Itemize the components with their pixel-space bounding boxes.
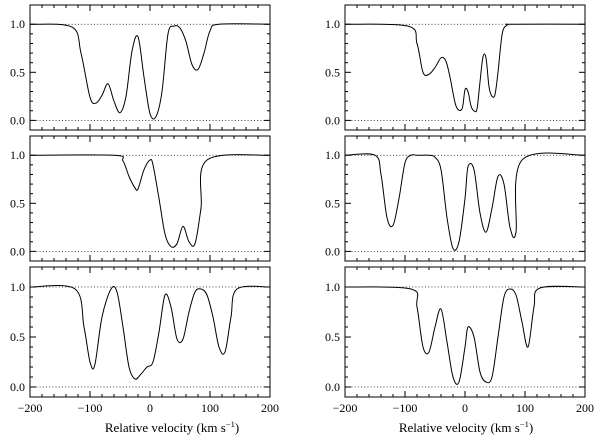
x-axis-label-close: ) xyxy=(235,420,239,435)
panel-grid: 0.0 0.5 1.0 0.0 0.5 1.0 0.0 0.5 1.0 −200 −100 0 100 2… xyxy=(10,4,594,415)
y-tick-label: 0.5 xyxy=(10,330,25,344)
y-tick-label: 1.0 xyxy=(10,17,25,31)
y-tick-label: 1.0 xyxy=(325,280,340,294)
y-tick-label: 0.5 xyxy=(325,330,340,344)
panel-right-top: 0.0 0.5 1.0 xyxy=(325,4,586,131)
panel-left-bottom: 0.0 0.5 1.0 −200 −100 0 100 200 xyxy=(10,266,279,415)
x-tick-label: 0 xyxy=(462,401,468,415)
y-tick-label: 0.0 xyxy=(325,380,340,394)
x-tick-label: −100 xyxy=(78,401,103,415)
profile-line xyxy=(29,285,271,380)
x-axis-label-superscript: −1 xyxy=(226,419,235,429)
x-tick-label: 0 xyxy=(147,401,153,415)
x-axis-label-superscript: −1 xyxy=(520,419,529,429)
y-tick-label: 1.0 xyxy=(10,280,25,294)
x-axis-label-main: Relative velocity (km s xyxy=(105,420,226,435)
x-axis-label-main: Relative velocity (km s xyxy=(399,420,520,435)
panel-left-top: 0.0 0.5 1.0 xyxy=(10,4,271,131)
x-tick-label: −100 xyxy=(393,401,418,415)
panel-right-middle: 0.0 0.5 1.0 xyxy=(325,135,586,262)
profile-line xyxy=(29,154,271,248)
profile-line xyxy=(29,23,271,120)
x-tick-label: −200 xyxy=(18,401,43,415)
y-tick-label: 0.5 xyxy=(325,65,340,79)
y-tick-label: 0.0 xyxy=(325,244,340,258)
x-tick-label: 200 xyxy=(261,401,279,415)
y-tick-label: 1.0 xyxy=(325,148,340,162)
profile-line xyxy=(344,152,586,251)
y-tick-label: 1.0 xyxy=(325,17,340,31)
profile-line xyxy=(344,285,586,385)
x-tick-label: 100 xyxy=(201,401,219,415)
x-axis-label-right: Relative velocity (km s−1) xyxy=(399,419,533,435)
x-tick-label: 200 xyxy=(576,401,594,415)
y-tick-label: 0.0 xyxy=(10,244,25,258)
x-tick-label: 100 xyxy=(516,401,534,415)
panel-right-bottom: 0.0 0.5 1.0 −200 −100 0 100 200 xyxy=(325,266,594,415)
y-tick-label: 1.0 xyxy=(10,148,25,162)
y-tick-label: 0.5 xyxy=(10,65,25,79)
y-tick-label: 0.5 xyxy=(10,196,25,210)
y-tick-label: 0.0 xyxy=(325,113,340,127)
x-axis-label-text: Relative velocity (km s−1) xyxy=(399,419,533,435)
x-axis-label-close: ) xyxy=(529,420,533,435)
y-tick-label: 0.0 xyxy=(10,113,25,127)
y-tick-label: 0.5 xyxy=(325,196,340,210)
profile-line xyxy=(344,23,586,113)
x-axis-label-left: Relative velocity (km s−1) xyxy=(105,419,239,435)
x-axis-label-text: Relative velocity (km s−1) xyxy=(105,419,239,435)
x-tick-label: −200 xyxy=(333,401,358,415)
y-tick-label: 0.0 xyxy=(10,380,25,394)
panel-left-middle: 0.0 0.5 1.0 xyxy=(10,135,271,262)
